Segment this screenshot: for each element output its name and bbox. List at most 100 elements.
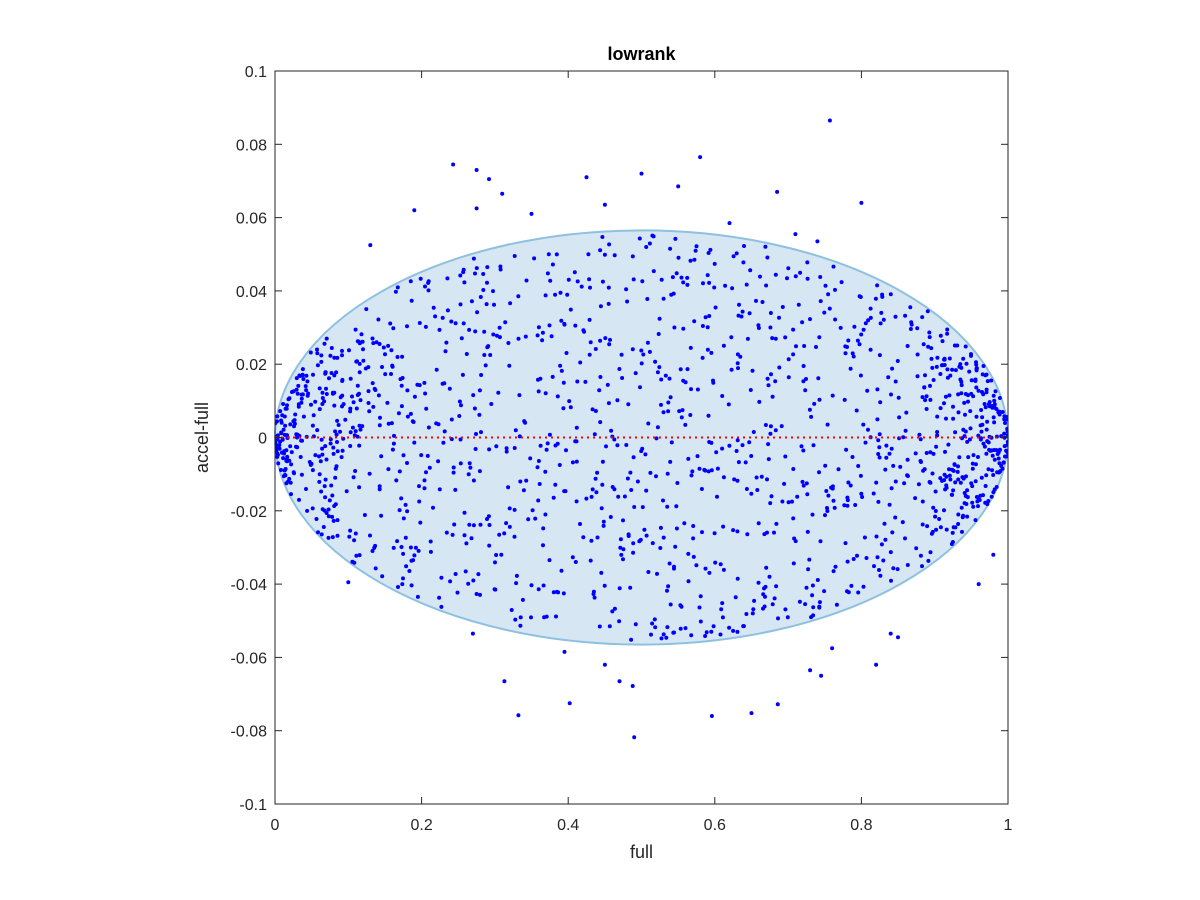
scatter-point [439,604,444,609]
scatter-point [412,553,417,558]
scatter-point [961,356,966,361]
scatter-point [612,606,617,611]
scatter-point [874,480,879,485]
scatter-point [533,516,538,521]
scatter-point [559,368,564,373]
scatter-point [807,407,812,412]
scatter-point [399,383,404,388]
scatter-point [803,388,808,393]
scatter-point [390,363,395,368]
scatter-point [517,393,522,398]
scatter-point [720,446,725,451]
scatter-point [862,535,867,540]
scatter-point [979,429,984,434]
scatter-point [649,632,653,637]
scatter-point [330,493,335,498]
scatter-point [945,367,950,372]
scatter-point [714,450,719,455]
scatter-point [935,355,940,360]
scatter-point [538,443,543,448]
scatter-point [930,471,935,476]
scatter-point [606,301,611,306]
scatter-point [483,363,488,368]
scatter-point [295,432,300,437]
scatter-point [727,443,732,448]
scatter-point [981,493,985,498]
scatter-point [953,368,958,373]
scatter-point [471,478,476,483]
scatter-point [588,340,593,345]
scatter-point [666,584,671,589]
scatter-point [720,615,725,620]
x-axis-label: full [630,842,653,862]
scatter-point [606,401,611,406]
scatter-point [651,269,656,274]
scatter-point [681,378,686,383]
scatter-point [453,572,458,576]
scatter-point [411,558,416,563]
scatter-points [275,118,1008,740]
scatter-point [418,520,423,525]
scatter-point [405,388,410,393]
scatter-point [311,413,316,418]
scatter-point [617,586,622,591]
scatter-point [316,530,320,535]
scatter-point [593,409,598,413]
scatter-point [836,467,841,472]
scatter-point [564,448,568,453]
scatter-point [557,463,562,467]
scatter-point [749,711,754,716]
scatter-point [567,701,572,706]
scatter-point [334,464,339,469]
scatter-point [786,266,791,271]
scatter-point [973,377,978,382]
scatter-point [593,347,598,351]
scatter-point [389,421,394,426]
scatter-point [983,405,988,410]
scatter-point [957,455,962,460]
scatter-point [974,362,979,367]
scatter-point [772,596,777,601]
scatter-point [360,339,365,344]
scatter-point [554,614,558,619]
scatter-point [293,412,298,417]
scatter-point [978,437,983,442]
scatter-point [712,285,717,290]
scatter-point [415,594,420,599]
scatter-point [512,446,517,450]
scatter-point [705,273,710,278]
scatter-point [924,394,929,399]
scatter-point [801,379,806,384]
scatter-point [319,437,324,442]
scatter-point [371,404,376,409]
scatter-point [961,513,966,518]
scatter-point [547,558,552,563]
scatter-point [299,396,304,401]
scatter-point [310,506,315,511]
scatter-point [371,341,376,346]
scatter-point [955,469,960,474]
scatter-point [573,323,578,328]
scatter-point [991,393,996,398]
scatter-point [865,388,870,393]
scatter-point [1005,450,1008,455]
scatter-point [868,315,873,320]
scatter-point [518,623,523,628]
scatter-point [947,356,952,361]
scatter-point [935,430,940,434]
y-tick-label: 0 [258,431,267,448]
scatter-point [766,457,771,462]
scatter-point [916,482,921,487]
scatter-point [709,350,714,355]
scatter-point [541,543,545,548]
scatter-point [536,459,541,463]
scatter-point [297,497,301,502]
scatter-point [370,549,375,553]
scatter-point [300,372,305,377]
scatter-point [817,600,822,605]
scatter-point [776,616,780,621]
scatter-point [980,415,985,420]
scatter-point [287,396,292,401]
scatter-point [735,529,740,534]
scatter-point [553,443,558,448]
